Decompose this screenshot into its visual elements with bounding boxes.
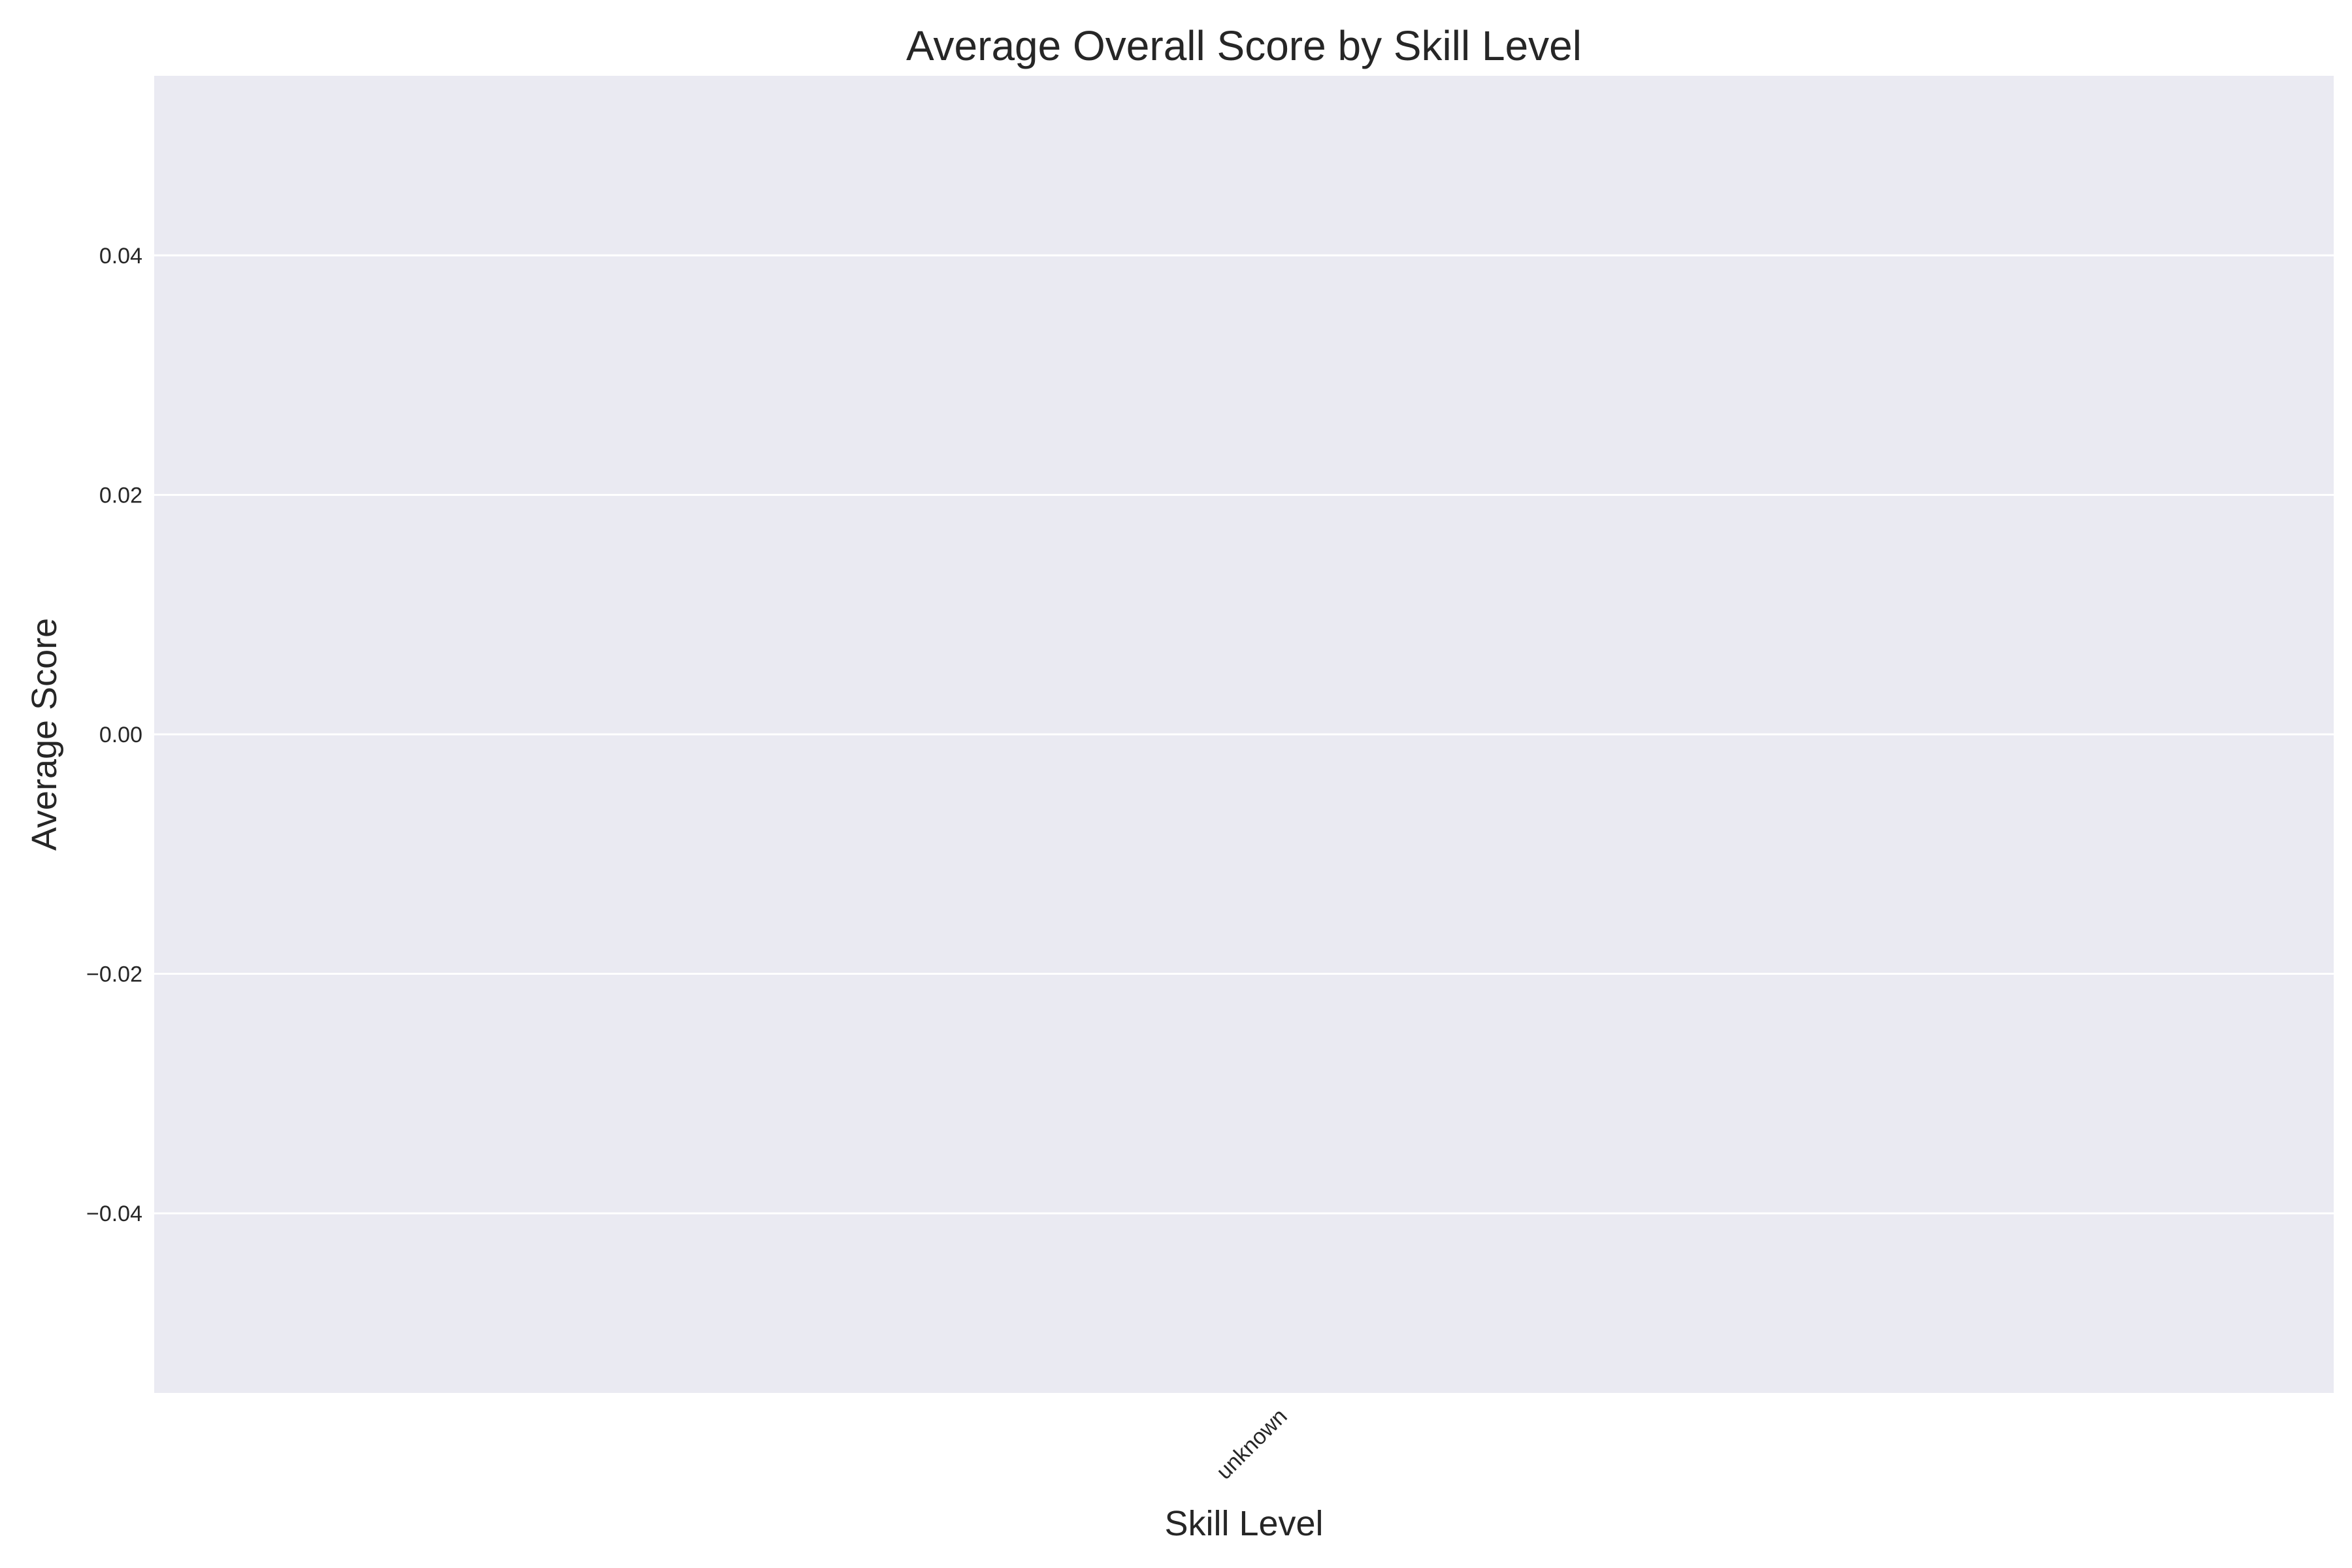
y-tick-label: 0.04 [99,244,142,269]
x-tick-label: unknown [1212,1404,1292,1484]
y-tick-label: 0.02 [99,483,142,508]
x-tick-labels: unknown [1212,1404,1292,1484]
y-axis-label: Average Score [25,618,64,851]
y-gridlines [154,254,2334,1215]
x-axis-label: Skill Level [1164,1504,1323,1543]
y-tick-label: −0.02 [86,962,142,987]
y-tick-label: −0.04 [86,1201,142,1226]
chart-title: Average Overall Score by Skill Level [906,22,1582,69]
y-tick-labels: 0.04 0.02 0.00 −0.02 −0.04 [86,244,142,1226]
y-tick-label: 0.00 [99,723,142,747]
